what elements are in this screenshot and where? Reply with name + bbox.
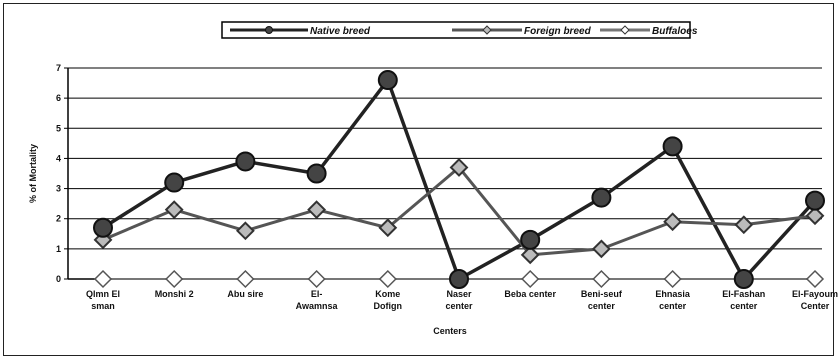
data-point-buffaloes (805, 269, 825, 289)
x-tick-label: Ehnasia center (655, 289, 691, 311)
y-tick-label: 1 (56, 244, 61, 254)
data-point-native-breed (449, 269, 469, 289)
y-tick-label: 3 (56, 184, 61, 194)
legend-label-foreign-breed: Foreign breed (524, 26, 592, 37)
data-point-native-breed (235, 151, 256, 172)
y-tick-label: 4 (56, 153, 61, 163)
data-point-native-breed (662, 136, 683, 157)
x-tick-label: Beba center (504, 289, 556, 299)
data-point-buffaloes (592, 269, 611, 289)
x-tick-label: El-Fayoum Center (792, 289, 838, 311)
chart-frame (3, 3, 834, 356)
data-point-foreign-breed (449, 158, 469, 177)
y-tick-label: 0 (56, 274, 61, 284)
data-point-buffaloes (165, 269, 184, 289)
legend-marker (620, 25, 630, 35)
legend-marker (265, 26, 273, 34)
x-axis-title: Centers (433, 326, 467, 336)
data-point-foreign-breed (307, 200, 327, 220)
y-tick-label: 2 (56, 214, 61, 224)
x-tick-label: Beni-seuf center (581, 289, 623, 311)
x-tick-label: Naser center (445, 289, 473, 311)
legend-marker (482, 25, 492, 35)
legend-label-buffaloes: Buffaloes (652, 26, 698, 37)
data-point-buffaloes (93, 269, 113, 289)
data-point-foreign-breed (164, 200, 184, 220)
x-tick-label: El-Awamnsa (296, 289, 339, 311)
data-point-native-breed (164, 172, 185, 193)
data-point-native-breed (733, 269, 754, 289)
y-tick-label: 7 (56, 63, 61, 73)
data-point-buffaloes (378, 269, 397, 289)
data-point-buffaloes (663, 269, 682, 289)
data-point-native-breed (306, 163, 327, 184)
data-point-foreign-breed (520, 245, 540, 265)
y-tick-label: 6 (56, 93, 61, 103)
data-point-foreign-breed (591, 239, 611, 259)
x-tick-label: El-Fashan center (722, 289, 765, 311)
data-point-foreign-breed (235, 221, 255, 241)
data-point-native-breed (93, 217, 113, 238)
data-point-buffaloes (307, 269, 326, 289)
legend-label-native-breed: Native breed (310, 26, 371, 37)
y-tick-label: 5 (56, 123, 61, 133)
data-point-native-breed (520, 229, 541, 250)
data-point-native-breed (591, 187, 612, 208)
data-point-native-breed (377, 70, 398, 91)
data-point-foreign-breed (378, 218, 398, 238)
y-axis-title: % of Mortality (28, 144, 38, 203)
data-point-foreign-breed (663, 212, 683, 232)
data-point-foreign-breed (734, 215, 754, 235)
data-point-foreign-breed (805, 206, 825, 226)
data-point-buffaloes (521, 269, 540, 289)
x-tick-label: Qlmn El sman (86, 289, 120, 311)
data-point-native-breed (805, 190, 825, 211)
x-tick-label: Abu sire (227, 289, 263, 299)
x-tick-label: Monshi 2 (155, 289, 194, 299)
data-point-buffaloes (236, 269, 255, 289)
x-tick-label: Kome Dofign (374, 289, 403, 311)
